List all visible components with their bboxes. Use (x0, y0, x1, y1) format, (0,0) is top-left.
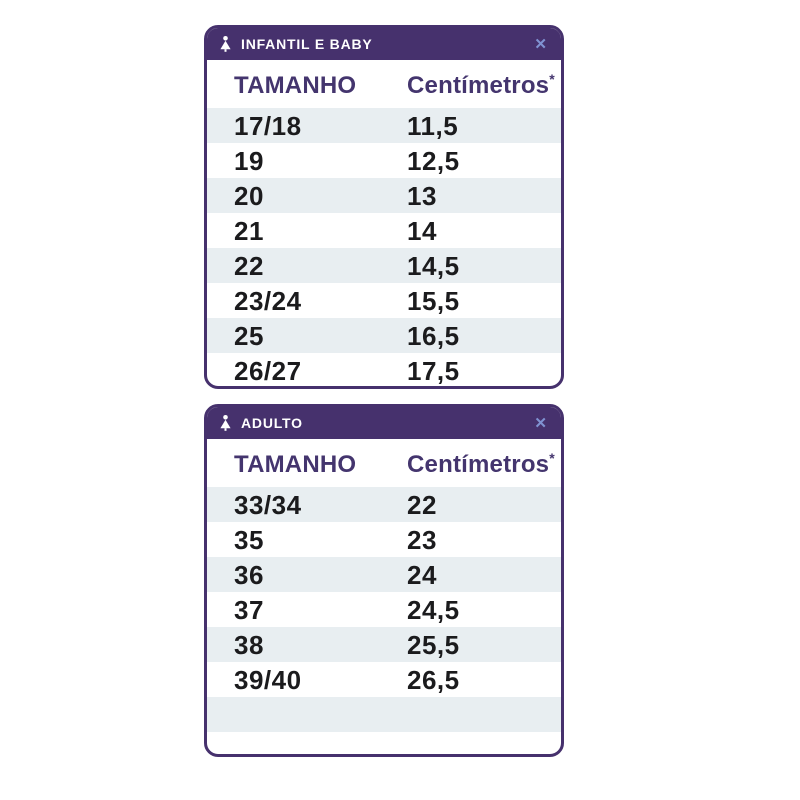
size-cell: 25 (234, 320, 264, 351)
cm-cell: 14 (407, 215, 437, 246)
size-cell: 38 (234, 629, 264, 660)
dress-form-icon (218, 414, 233, 432)
close-icon[interactable]: ✕ (534, 35, 547, 53)
column-header-centimetros: Centímetros* (407, 451, 561, 479)
table-row: 35 23 (207, 522, 561, 557)
table-row: 22 14,5 (207, 248, 561, 283)
cm-cell: 24 (407, 559, 437, 590)
column-header-tamanho: TAMANHO (234, 451, 357, 478)
size-cell: 20 (234, 180, 264, 211)
size-cell: 33/34 (234, 489, 302, 520)
cm-cell: 25,5 (407, 629, 460, 660)
table-body: 33/34 22 35 23 36 24 37 24,5 38 25,5 39/40 26,5 (207, 487, 561, 732)
size-cell: 22 (234, 250, 264, 281)
size-cell: 35 (234, 524, 264, 555)
size-cell: 23/24 (234, 285, 302, 316)
card-header: INFANTIL E BABY ✕ (207, 28, 561, 60)
size-cell: 19 (234, 145, 264, 176)
cm-cell: 23 (407, 524, 437, 555)
card-header: ADULTO ✕ (207, 407, 561, 439)
table-row: 17/18 11,5 (207, 108, 561, 143)
size-chart-card-adulto: ADULTO ✕ TAMANHO Centímetros* 33/34 22 35 2… (204, 404, 564, 757)
size-cell: 36 (234, 559, 264, 590)
column-header-centimetros: Centímetros* (407, 72, 561, 100)
dress-form-icon (218, 35, 233, 53)
size-cell: 21 (234, 215, 264, 246)
table-row: 23/24 15,5 (207, 283, 561, 318)
cm-cell: 14,5 (407, 250, 460, 281)
table-row: 19 12,5 (207, 143, 561, 178)
footnote-asterisk: * (549, 71, 555, 87)
table-row: 25 16,5 (207, 318, 561, 353)
cm-cell: 15,5 (407, 285, 460, 316)
cm-cell: 22 (407, 489, 437, 520)
column-headers: TAMANHO Centímetros* (207, 60, 561, 108)
close-icon[interactable]: ✕ (534, 414, 547, 432)
table-row: 37 24,5 (207, 592, 561, 627)
size-cell: 37 (234, 594, 264, 625)
column-headers: TAMANHO Centímetros* (207, 439, 561, 487)
size-chart-card-infantil: INFANTIL E BABY ✕ TAMANHO Centímetros* 1… (204, 25, 564, 389)
table-row (207, 697, 561, 732)
table-row: 33/34 22 (207, 487, 561, 522)
table-row: 38 25,5 (207, 627, 561, 662)
cm-cell: 26,5 (407, 664, 460, 695)
table-body: 17/18 11,5 19 12,5 20 13 21 14 22 14,5 23/24 15,5 25… (207, 108, 561, 386)
table-row: 26/27 17,5 (207, 353, 561, 386)
footnote-asterisk: * (549, 450, 555, 466)
card-title: INFANTIL E BABY (241, 36, 373, 52)
size-cell: 39/40 (234, 664, 302, 695)
cm-cell: 17,5 (407, 355, 460, 386)
size-cell: 26/27 (234, 355, 302, 386)
table-row: 21 14 (207, 213, 561, 248)
cm-cell: 24,5 (407, 594, 460, 625)
table-row: 20 13 (207, 178, 561, 213)
table-row: 36 24 (207, 557, 561, 592)
table-row: 39/40 26,5 (207, 662, 561, 697)
cm-cell: 13 (407, 180, 437, 211)
column-header-centimetros-label: Centímetros (407, 72, 550, 99)
column-header-tamanho: TAMANHO (234, 72, 357, 99)
cm-cell: 12,5 (407, 145, 460, 176)
cm-cell: 16,5 (407, 320, 460, 351)
size-cell: 17/18 (234, 110, 302, 141)
card-title: ADULTO (241, 415, 303, 431)
column-header-centimetros-label: Centímetros (407, 451, 550, 478)
cm-cell: 11,5 (407, 110, 459, 141)
